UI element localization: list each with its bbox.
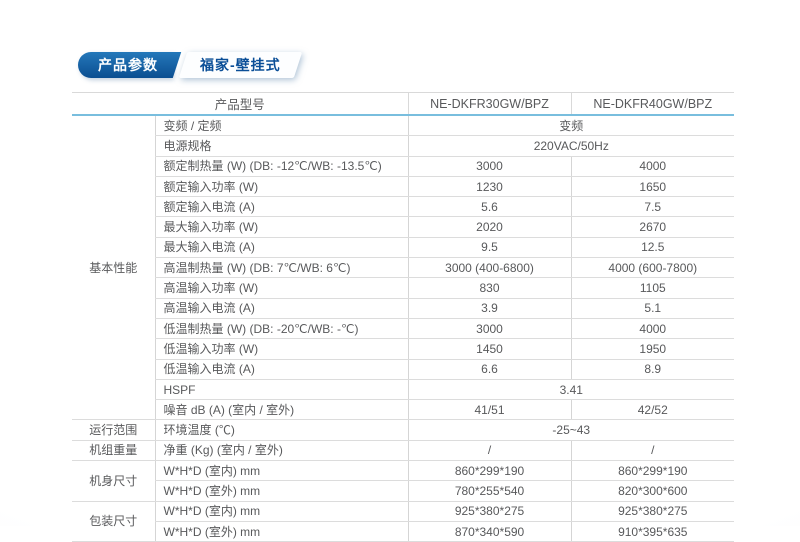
table-row: HSPF 3.41	[72, 379, 735, 401]
spec-label: 低温输入电流 (A)	[154, 359, 409, 380]
spec-sheet-page: 产品参数 福家-壁挂式 产品型号 NE-DKFR30GW/BPZ NE-DKFR…	[0, 0, 800, 526]
spec-value-model-2: 1950	[570, 338, 735, 360]
spec-label: 额定制热量 (W) (DB: -12℃/WB: -13.5℃)	[154, 156, 409, 177]
spec-value-model-1: 3000	[407, 156, 572, 177]
table-header-row: 产品型号 NE-DKFR30GW/BPZ NE-DKFR40GW/BPZ	[72, 92, 735, 116]
column-header-model-2: NE-DKFR40GW/BPZ	[570, 92, 735, 116]
tab-fujia-wall-mounted[interactable]: 福家-壁挂式	[178, 52, 302, 78]
spec-value-model-1: 1230	[407, 176, 572, 198]
table-row: W*H*D (室外) mm 780*255*540 820*300*600	[72, 480, 735, 502]
tab-product-parameters-label: 产品参数	[98, 57, 158, 73]
table-row: 低温输入功率 (W) 1450 1950	[72, 338, 735, 360]
spec-label: W*H*D (室外) mm	[154, 480, 409, 502]
spec-value-span: 220VAC/50Hz	[407, 135, 735, 157]
table-row: 基本性能 变频 / 定频 变频	[72, 115, 735, 421]
spec-value-model-1: 3000	[407, 318, 572, 340]
spec-label: 额定输入电流 (A)	[154, 196, 409, 218]
spec-label: 环境温度 (℃)	[154, 419, 409, 441]
spec-label: 低温制热量 (W) (DB: -20℃/WB: -℃)	[154, 318, 409, 340]
spec-label: 最大输入电流 (A)	[154, 237, 409, 259]
spec-value-model-1: 860*299*190	[407, 460, 572, 482]
table-row: W*H*D (室外) mm 870*340*590 910*395*635	[72, 521, 735, 542]
spec-value-model-2: /	[570, 440, 735, 462]
spec-label: 最大输入功率 (W)	[154, 216, 409, 238]
spec-value-model-2: 820*300*600	[570, 480, 735, 502]
spec-value-span: -25~43	[407, 419, 735, 441]
spec-value-model-2: 7.5	[570, 196, 735, 218]
spec-label: W*H*D (室外) mm	[154, 521, 409, 542]
table-row: 最大输入电流 (A) 9.5 12.5	[72, 237, 735, 259]
spec-value-model-2: 2670	[570, 216, 735, 238]
spec-label: W*H*D (室内) mm	[154, 501, 409, 522]
table-row: 低温输入电流 (A) 6.6 8.9	[72, 359, 735, 380]
column-header-model: 产品型号	[72, 92, 409, 116]
spec-value-model-2: 4000	[570, 318, 735, 340]
spec-value-model-1: 3.9	[407, 298, 572, 319]
table-row: 机身尺寸 W*H*D (室内) mm 860*299*190 860*299*1…	[72, 460, 735, 502]
spec-value-model-1: 1450	[407, 338, 572, 360]
group-unit-weight: 机组重量	[72, 440, 155, 462]
table-row: 高温制热量 (W) (DB: 7℃/WB: 6℃) 3000 (400-6800…	[72, 257, 735, 279]
group-body-dimensions: 机身尺寸	[72, 460, 155, 502]
spec-value-model-1: 830	[407, 277, 572, 299]
spec-value-model-1: 780*255*540	[407, 480, 572, 502]
group-operating-range: 运行范围	[72, 419, 155, 441]
spec-value-span: 3.41	[407, 379, 735, 401]
table-row: 机组重量 净重 (Kg) (室内 / 室外) / /	[72, 440, 735, 462]
spec-label: 净重 (Kg) (室内 / 室外)	[154, 440, 409, 462]
spec-label: 电源规格	[154, 135, 409, 157]
spec-label: HSPF	[154, 379, 409, 401]
tab-product-parameters[interactable]: 产品参数	[78, 52, 172, 78]
table-row: 电源规格 220VAC/50Hz	[72, 135, 735, 157]
spec-label: 额定输入功率 (W)	[154, 176, 409, 198]
table-row: 包装尺寸 W*H*D (室内) mm 925*380*275 925*380*2…	[72, 501, 735, 542]
spec-label: W*H*D (室内) mm	[154, 460, 409, 482]
spec-value-model-1: 2020	[407, 216, 572, 238]
table-row: 额定输入电流 (A) 5.6 7.5	[72, 196, 735, 218]
table-row: 运行范围 环境温度 (℃) -25~43	[72, 419, 735, 441]
column-header-model-1: NE-DKFR30GW/BPZ	[407, 92, 572, 116]
group-basic-performance: 基本性能	[72, 115, 155, 421]
spec-value-model-1: 925*380*275	[407, 501, 572, 522]
spec-label: 高温制热量 (W) (DB: 7℃/WB: 6℃)	[154, 257, 409, 279]
spec-label: 变频 / 定频	[154, 115, 409, 137]
spec-value-model-2: 1105	[570, 277, 735, 299]
spec-value-model-1: /	[407, 440, 572, 462]
spec-value-model-2: 8.9	[570, 359, 735, 380]
table-row: 高温输入电流 (A) 3.9 5.1	[72, 298, 735, 319]
tab-fujia-wall-mounted-label: 福家-壁挂式	[200, 57, 281, 73]
spec-value-model-1: 870*340*590	[407, 521, 572, 542]
spec-value-span: 变频	[407, 115, 735, 137]
spec-value-model-2: 925*380*275	[570, 501, 735, 522]
spec-value-model-2: 860*299*190	[570, 460, 735, 482]
spec-value-model-2: 5.1	[570, 298, 735, 319]
group-packing-dimensions: 包装尺寸	[72, 501, 155, 542]
spec-value-model-2: 42/52	[570, 399, 735, 421]
table-row: 高温输入功率 (W) 830 1105	[72, 277, 735, 299]
spec-value-model-2: 12.5	[570, 237, 735, 259]
spec-label: 低温输入功率 (W)	[154, 338, 409, 360]
spec-value-model-1: 6.6	[407, 359, 572, 380]
spec-value-model-1: 5.6	[407, 196, 572, 218]
spec-label: 高温输入电流 (A)	[154, 298, 409, 319]
table-row: 额定制热量 (W) (DB: -12℃/WB: -13.5℃) 3000 400…	[72, 156, 735, 177]
product-spec-table: 产品型号 NE-DKFR30GW/BPZ NE-DKFR40GW/BPZ 基本性…	[72, 92, 735, 542]
spec-value-model-1: 3000 (400-6800)	[407, 257, 572, 279]
spec-label: 高温输入功率 (W)	[154, 277, 409, 299]
spec-value-model-1: 41/51	[407, 399, 572, 421]
table-row: 低温制热量 (W) (DB: -20℃/WB: -℃) 3000 4000	[72, 318, 735, 340]
spec-value-model-2: 4000 (600-7800)	[570, 257, 735, 279]
table-row: 噪音 dB (A) (室内 / 室外) 41/51 42/52	[72, 399, 735, 421]
tab-bar: 产品参数 福家-壁挂式	[78, 52, 302, 78]
spec-label: 噪音 dB (A) (室内 / 室外)	[154, 399, 409, 421]
spec-value-model-2: 1650	[570, 176, 735, 198]
spec-value-model-1: 9.5	[407, 237, 572, 259]
spec-value-model-2: 4000	[570, 156, 735, 177]
table-row: 最大输入功率 (W) 2020 2670	[72, 216, 735, 238]
table-row: 额定输入功率 (W) 1230 1650	[72, 176, 735, 198]
spec-value-model-2: 910*395*635	[570, 521, 735, 542]
